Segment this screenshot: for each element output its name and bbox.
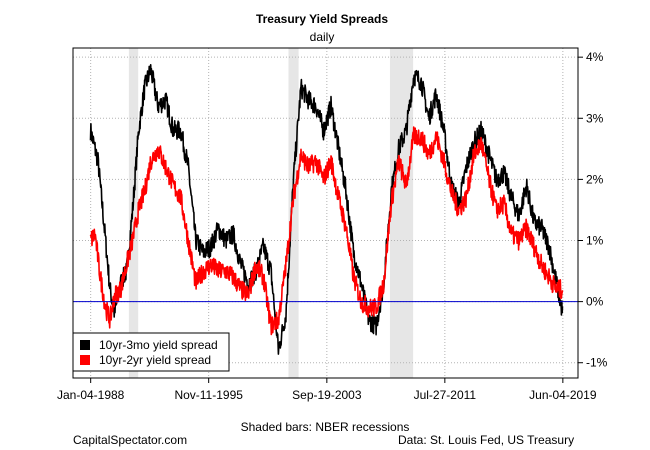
y-tick-label-1: 3% <box>586 111 604 125</box>
x-tick-label-0: Jan-04-1988 <box>57 388 125 402</box>
recession-bar-0 <box>128 48 139 378</box>
y-tick-label-0: 4% <box>586 50 604 64</box>
recession-bar-1 <box>288 48 299 378</box>
y-tick-label-4: 0% <box>586 295 604 309</box>
legend-box <box>72 332 230 372</box>
chart-title: Treasury Yield Spreads <box>256 12 388 26</box>
legend-label-0: 10yr-3mo yield spread <box>99 338 218 352</box>
plot-border <box>72 47 579 379</box>
x-tick-label-1: Nov-11-1995 <box>174 388 243 402</box>
legend-label-1: 10yr-2yr yield spread <box>99 353 211 367</box>
data-source: Data: St. Louis Fed, US Treasury <box>398 433 575 447</box>
recession-bar-2 <box>389 48 414 378</box>
series-line-0 <box>89 64 564 355</box>
x-tick-label-2: Sep-19-2003 <box>292 388 362 402</box>
y-tick-label-2: 2% <box>586 172 604 186</box>
legend-swatch-0 <box>80 340 90 350</box>
source-site: CapitalSpectator.com <box>73 433 188 447</box>
recession-note: Shaded bars: NBER recessions <box>240 420 410 434</box>
x-tick-label-4: Jun-04-2019 <box>529 388 597 402</box>
legend-swatch-1 <box>80 355 90 365</box>
x-tick-label-3: Jul-27-2011 <box>414 388 477 402</box>
series-line-1 <box>89 126 564 336</box>
chart-subtitle: daily <box>310 30 335 44</box>
y-tick-label-5: -1% <box>586 356 608 370</box>
axes: Jan-04-1988 Nov-11-1995 Sep-19-2003 Jul-27-… <box>57 47 608 402</box>
y-tick-label-3: 1% <box>586 234 604 248</box>
series-lines <box>89 64 564 355</box>
